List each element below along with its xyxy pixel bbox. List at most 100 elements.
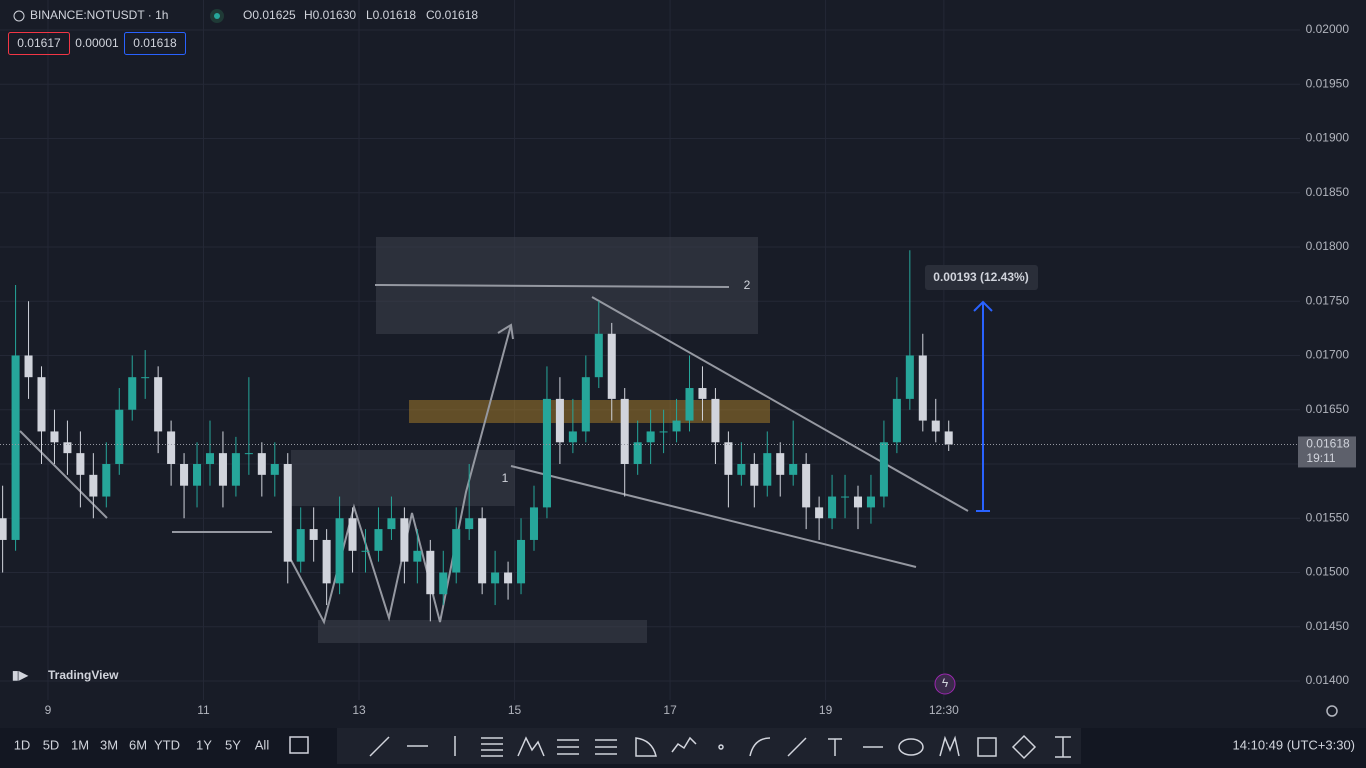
candle-body — [594, 333, 603, 378]
candle-body — [491, 572, 500, 584]
candle-body — [37, 377, 46, 432]
candle-body — [322, 539, 331, 584]
range-button[interactable]: 5D — [43, 737, 60, 752]
tool-icon[interactable] — [828, 738, 842, 756]
candle-body — [685, 388, 694, 421]
range-button[interactable]: 1Y — [196, 737, 212, 752]
tool-icon[interactable] — [787, 737, 807, 757]
tool-icon[interactable] — [1011, 734, 1037, 760]
candle-body — [0, 518, 7, 540]
candle-body — [672, 420, 681, 432]
ohlc: H0.01630 — [304, 8, 356, 22]
candle-body — [102, 463, 111, 497]
y-tick-label: 0.01950 — [1306, 76, 1350, 90]
ask-box[interactable] — [124, 32, 186, 55]
candle-body — [633, 442, 642, 464]
event-icon[interactable] — [934, 673, 956, 695]
tool-icon[interactable] — [517, 736, 545, 757]
trend-line — [374, 284, 730, 288]
candle-body — [180, 463, 189, 486]
range-button[interactable]: 5Y — [225, 737, 241, 752]
candle-body — [11, 355, 20, 540]
tool-icon[interactable] — [749, 737, 771, 757]
y-tick-label: 0.01400 — [1306, 673, 1350, 687]
y-tick-label: 0.01550 — [1306, 510, 1350, 524]
tool-icon[interactable] — [557, 739, 579, 755]
candle-body — [944, 431, 953, 445]
annotation: 1 — [502, 471, 509, 485]
candle-body — [892, 398, 901, 443]
bid-box[interactable] — [8, 32, 70, 55]
settings-icon[interactable] — [1326, 705, 1338, 717]
candle-body — [50, 431, 59, 443]
zone-box — [318, 620, 647, 643]
trend-line — [510, 465, 917, 568]
candle-body — [141, 377, 150, 379]
watermark: TradingView — [48, 668, 119, 682]
y-tick-label: 0.02000 — [1306, 22, 1350, 36]
status-dot — [214, 13, 220, 19]
candle-body — [205, 453, 215, 464]
last-price-box — [1298, 436, 1356, 468]
logo-mark: ▮▶ — [12, 668, 29, 682]
ask: 0.01618 — [133, 36, 177, 50]
range-button[interactable]: 6M — [129, 737, 147, 752]
range-button[interactable]: All — [255, 737, 270, 752]
candle-body — [257, 453, 266, 475]
last-price-label: 0.01618 — [1306, 437, 1350, 451]
range-button[interactable]: 1M — [71, 737, 89, 752]
candle-body — [853, 496, 863, 508]
x-tick-label: 12:30 — [929, 703, 959, 717]
candle-body — [504, 572, 513, 584]
drawing-toolbar — [337, 728, 1081, 764]
candle-body — [244, 453, 253, 455]
tool-icon[interactable] — [595, 739, 617, 755]
candle-body — [296, 529, 305, 562]
date-range-icon[interactable] — [289, 736, 309, 754]
drawing-tools — [369, 734, 1071, 760]
candle-body — [426, 550, 435, 595]
symbol: BINANCE:NOTUSDT · 1h — [30, 8, 168, 22]
candle-body — [620, 398, 629, 464]
trend-line — [19, 430, 108, 519]
candle-body — [542, 398, 551, 508]
tool-icon[interactable] — [939, 735, 960, 757]
y-tick-label: 0.01450 — [1306, 619, 1350, 633]
y-tick-label: 0.01900 — [1306, 131, 1350, 145]
tool-icon[interactable] — [977, 737, 997, 757]
tool-icon[interactable] — [718, 744, 724, 750]
candle-body — [737, 463, 746, 475]
x-tick-label: 13 — [352, 703, 366, 717]
ohlc: C0.01618 — [426, 8, 478, 22]
candle-body — [918, 355, 927, 421]
tool-icon[interactable] — [1055, 736, 1071, 758]
tool-icon[interactable] — [369, 736, 390, 757]
candle-body — [517, 539, 526, 584]
clock: 14:10:49 (UTC+3:30) — [1233, 737, 1355, 752]
candle-body — [76, 453, 85, 475]
range-button[interactable]: 1D — [14, 737, 31, 752]
y-tick-label: 0.01850 — [1306, 185, 1350, 199]
countdown: 19:11 — [1306, 451, 1335, 465]
x-tick-label: 15 — [508, 703, 522, 717]
zone-box — [291, 450, 515, 506]
tool-icon[interactable] — [898, 738, 924, 756]
bid: 0.01617 — [17, 36, 61, 50]
range-button[interactable]: YTD — [154, 737, 180, 752]
candle-body — [348, 518, 357, 551]
candle-body — [283, 463, 292, 562]
candle-body — [659, 431, 668, 433]
candle-body — [555, 398, 564, 443]
candle-body — [387, 518, 396, 530]
candle-body — [698, 388, 707, 399]
candle-body — [193, 463, 202, 486]
candle-body — [154, 377, 163, 432]
measure-box — [925, 265, 1038, 290]
tool-icon[interactable] — [481, 737, 503, 757]
tool-icon[interactable] — [671, 736, 697, 753]
tool-icon[interactable] — [635, 737, 657, 757]
candle-body — [841, 496, 850, 498]
candle-body — [24, 355, 33, 378]
range-button[interactable]: 3M — [100, 737, 118, 752]
